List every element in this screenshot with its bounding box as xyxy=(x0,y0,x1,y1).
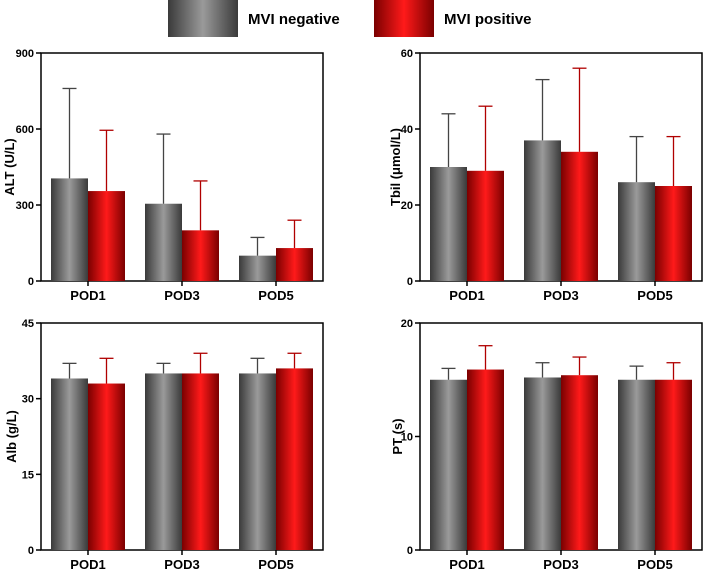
y-tick-label: 60 xyxy=(401,48,413,60)
legend-label-mvi-negative: MVI negative xyxy=(248,11,340,28)
bar-mvi-negative-pod1 xyxy=(51,378,88,550)
bar-mvi-positive-pod1 xyxy=(88,191,125,281)
y-axis-title: PT (s) xyxy=(390,418,405,454)
y-tick-label: 20 xyxy=(401,318,413,330)
bar-mvi-positive-pod3 xyxy=(561,151,598,281)
bar-mvi-negative-pod3 xyxy=(145,373,182,550)
x-tick-label-pod3: POD3 xyxy=(164,288,199,303)
y-tick-label: 0 xyxy=(28,545,34,557)
x-tick-label-pod5: POD5 xyxy=(258,288,293,303)
bar-mvi-positive-pod3 xyxy=(561,375,598,550)
legend-item-mvi-positive: MVI positive xyxy=(374,0,532,37)
legend-swatch-mvi-positive xyxy=(374,0,434,37)
legend-item-mvi-negative: MVI negative xyxy=(168,0,340,37)
chart-panel-top-right: 0 20 40 60 Tbil (μmol/L) POD1 POD3 POD5 xyxy=(388,48,703,303)
y-tick-label: 40 xyxy=(401,124,413,136)
chart-panel-bottom-left: 0 15 30 45 Alb (g/L) POD1 POD3 POD5 xyxy=(4,318,324,572)
x-tick-label-pod5: POD5 xyxy=(637,557,672,571)
y-tick-label: 900 xyxy=(16,48,34,60)
y-axis-title: Tbil (μmol/L) xyxy=(388,128,403,206)
legend-swatch-mvi-negative xyxy=(168,0,238,37)
y-tick-label: 0 xyxy=(407,276,413,288)
bar-mvi-negative-pod3 xyxy=(524,140,561,281)
y-tick-label: 30 xyxy=(22,394,34,406)
bar-mvi-negative-pod3 xyxy=(524,377,561,550)
bar-mvi-positive-pod1 xyxy=(467,369,504,550)
bar-mvi-positive-pod3 xyxy=(182,230,219,281)
x-tick-label-pod1: POD1 xyxy=(70,288,105,303)
y-tick-label: 300 xyxy=(16,200,34,212)
bar-mvi-positive-pod5 xyxy=(655,186,692,281)
bar-mvi-negative-pod5 xyxy=(239,373,276,550)
bar-mvi-positive-pod1 xyxy=(88,383,125,550)
x-tick-label-pod5: POD5 xyxy=(637,288,672,303)
y-tick-label: 0 xyxy=(407,545,413,557)
y-tick-label: 0 xyxy=(28,276,34,288)
bar-mvi-positive-pod1 xyxy=(467,170,504,281)
bar-mvi-negative-pod1 xyxy=(51,178,88,281)
bar-mvi-negative-pod5 xyxy=(239,255,276,281)
bar-mvi-negative-pod5 xyxy=(618,379,655,550)
bar-mvi-positive-pod5 xyxy=(276,248,313,281)
chart-panel-top-left: 0 300 600 900 ALT (U/L) POD1 POD3 POD5 xyxy=(2,48,324,303)
chart-panel-bottom-right: 0 10 20 PT (s) POD1 POD3 POD5 xyxy=(390,318,703,572)
x-tick-label-pod1: POD1 xyxy=(449,288,484,303)
y-tick-label: 15 xyxy=(22,469,34,481)
bar-mvi-negative-pod5 xyxy=(618,182,655,281)
bar-mvi-positive-pod3 xyxy=(182,373,219,550)
x-tick-label-pod3: POD3 xyxy=(164,557,199,571)
bar-mvi-negative-pod3 xyxy=(145,203,182,281)
x-tick-label-pod3: POD3 xyxy=(543,288,578,303)
y-tick-label: 10 xyxy=(401,432,413,444)
bar-mvi-negative-pod1 xyxy=(430,379,467,550)
x-tick-label-pod3: POD3 xyxy=(543,557,578,571)
bar-mvi-negative-pod1 xyxy=(430,167,467,281)
y-tick-label: 20 xyxy=(401,200,413,212)
bar-mvi-positive-pod5 xyxy=(655,379,692,550)
bar-mvi-positive-pod5 xyxy=(276,368,313,550)
y-axis-title: Alb (g/L) xyxy=(4,410,19,463)
legend-label-mvi-positive: MVI positive xyxy=(444,11,532,28)
y-tick-label: 600 xyxy=(16,124,34,136)
y-tick-label: 45 xyxy=(22,318,34,330)
x-tick-label-pod5: POD5 xyxy=(258,557,293,571)
x-tick-label-pod1: POD1 xyxy=(449,557,484,571)
legend: MVI negative MVI positive xyxy=(168,0,532,37)
x-tick-label-pod1: POD1 xyxy=(70,557,105,571)
y-axis-title: ALT (U/L) xyxy=(2,138,17,196)
